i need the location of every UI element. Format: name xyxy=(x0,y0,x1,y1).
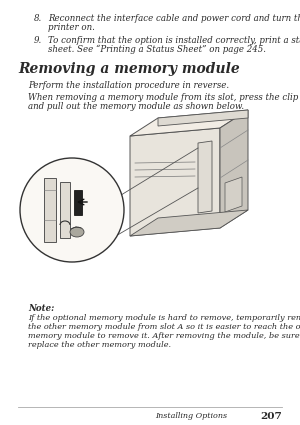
Polygon shape xyxy=(225,177,242,212)
Polygon shape xyxy=(220,110,248,228)
Polygon shape xyxy=(198,141,212,213)
Circle shape xyxy=(20,158,124,262)
Polygon shape xyxy=(74,190,82,215)
Text: replace the other memory module.: replace the other memory module. xyxy=(28,341,171,349)
Text: 207: 207 xyxy=(260,412,282,421)
Text: sheet. See “Printing a Status Sheet” on page 245.: sheet. See “Printing a Status Sheet” on … xyxy=(48,45,266,54)
Polygon shape xyxy=(158,110,248,126)
Text: printer on.: printer on. xyxy=(48,23,95,32)
Text: and pull out the memory module as shown below.: and pull out the memory module as shown … xyxy=(28,102,244,111)
Text: If the optional memory module is hard to remove, temporarily remove: If the optional memory module is hard to… xyxy=(28,314,300,322)
Polygon shape xyxy=(130,210,248,236)
Text: Perform the installation procedure in reverse.: Perform the installation procedure in re… xyxy=(28,81,229,90)
Polygon shape xyxy=(44,178,56,242)
Text: Installing Options: Installing Options xyxy=(155,412,227,420)
Polygon shape xyxy=(130,128,220,236)
Text: When removing a memory module from its slot, press the clip: When removing a memory module from its s… xyxy=(28,93,298,102)
Text: Removing a memory module: Removing a memory module xyxy=(18,62,240,76)
Text: the other memory module from slot A so it is easier to reach the optional: the other memory module from slot A so i… xyxy=(28,323,300,331)
Ellipse shape xyxy=(70,227,84,237)
Text: Reconnect the interface cable and power cord and turn the: Reconnect the interface cable and power … xyxy=(48,14,300,23)
Text: 8.: 8. xyxy=(34,14,42,23)
Text: memory module to remove it. After removing the module, be sure to: memory module to remove it. After removi… xyxy=(28,332,300,340)
Polygon shape xyxy=(130,110,248,136)
Polygon shape xyxy=(60,182,70,238)
Text: Note:: Note: xyxy=(28,304,54,313)
Text: 9.: 9. xyxy=(34,36,42,45)
Text: To confirm that the option is installed correctly, print a status: To confirm that the option is installed … xyxy=(48,36,300,45)
